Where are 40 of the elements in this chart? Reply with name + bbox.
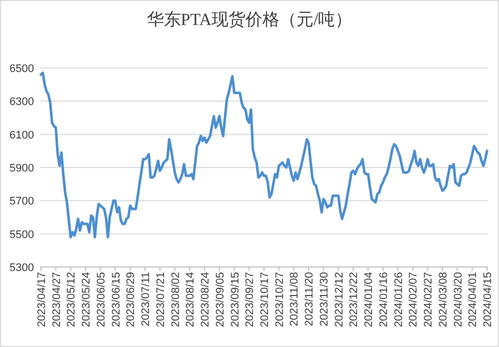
x-tick-label: 2023/06/29: [125, 272, 138, 328]
x-tick-label: 2023/06/15: [110, 272, 122, 328]
x-tick-label: 2024/03/08: [437, 272, 450, 328]
line-series: [40, 72, 488, 238]
x-tick-label: 2023/10/27: [274, 272, 286, 328]
x-tick-label: 2024/04/01: [467, 272, 480, 328]
x-tick-label: 2023/07/21: [154, 272, 167, 328]
x-tick-label: 2023/09/05: [214, 272, 226, 328]
y-tick-label: 6500: [10, 63, 34, 75]
y-tick-label: 5700: [10, 196, 34, 208]
x-tick-label: 2024/01/16: [378, 272, 390, 328]
x-tick-label: 2024/01/04: [363, 272, 376, 328]
chart-title: 华东PTA现货价格（元/吨）: [146, 10, 352, 29]
x-tick-label: 2023/11/30: [318, 272, 330, 326]
x-tick-label: 2024/04/15: [482, 272, 494, 328]
y-tick-label: 5300: [10, 262, 34, 274]
x-tick-label: 2023/09/27: [244, 272, 256, 328]
x-tick-label: 2024/01/26: [392, 272, 405, 328]
y-tick-label: 6300: [10, 96, 34, 108]
x-tick-label: 2024/03/20: [452, 272, 464, 328]
y-tick-label: 5500: [10, 228, 34, 241]
x-tick-label: 2023/08/14: [184, 272, 197, 328]
x-tick-label: 2023/10/17: [259, 272, 271, 328]
x-tick-label: 2023/08/24: [200, 272, 212, 328]
x-tick-label: 2023/04/27: [50, 272, 63, 328]
x-tick-label: 2023/11/08: [288, 272, 301, 326]
x-tick-label: 2023/05/12: [66, 272, 78, 328]
x-tick-label: 2023/04/17: [36, 272, 48, 328]
x-tick-label: 2023/12/22: [348, 272, 360, 328]
x-tick-label: 2023/09/15: [229, 272, 242, 328]
x-tick-label: 2023/12/12: [333, 272, 346, 328]
x-tick-label: 2024/02/07: [408, 272, 420, 328]
x-tick-label: 2023/08/02: [170, 272, 182, 328]
x-tick-label: 2024/02/27: [422, 272, 435, 328]
y-tick-label: 6100: [10, 129, 34, 142]
x-tick-label: 2023/06/05: [95, 272, 108, 328]
y-tick-label: 5900: [10, 162, 34, 174]
x-tick-label: 2023/07/11: [140, 272, 152, 326]
x-tick-label: 2023/11/20: [304, 272, 316, 326]
x-tick-label: 2023/05/24: [80, 272, 93, 328]
